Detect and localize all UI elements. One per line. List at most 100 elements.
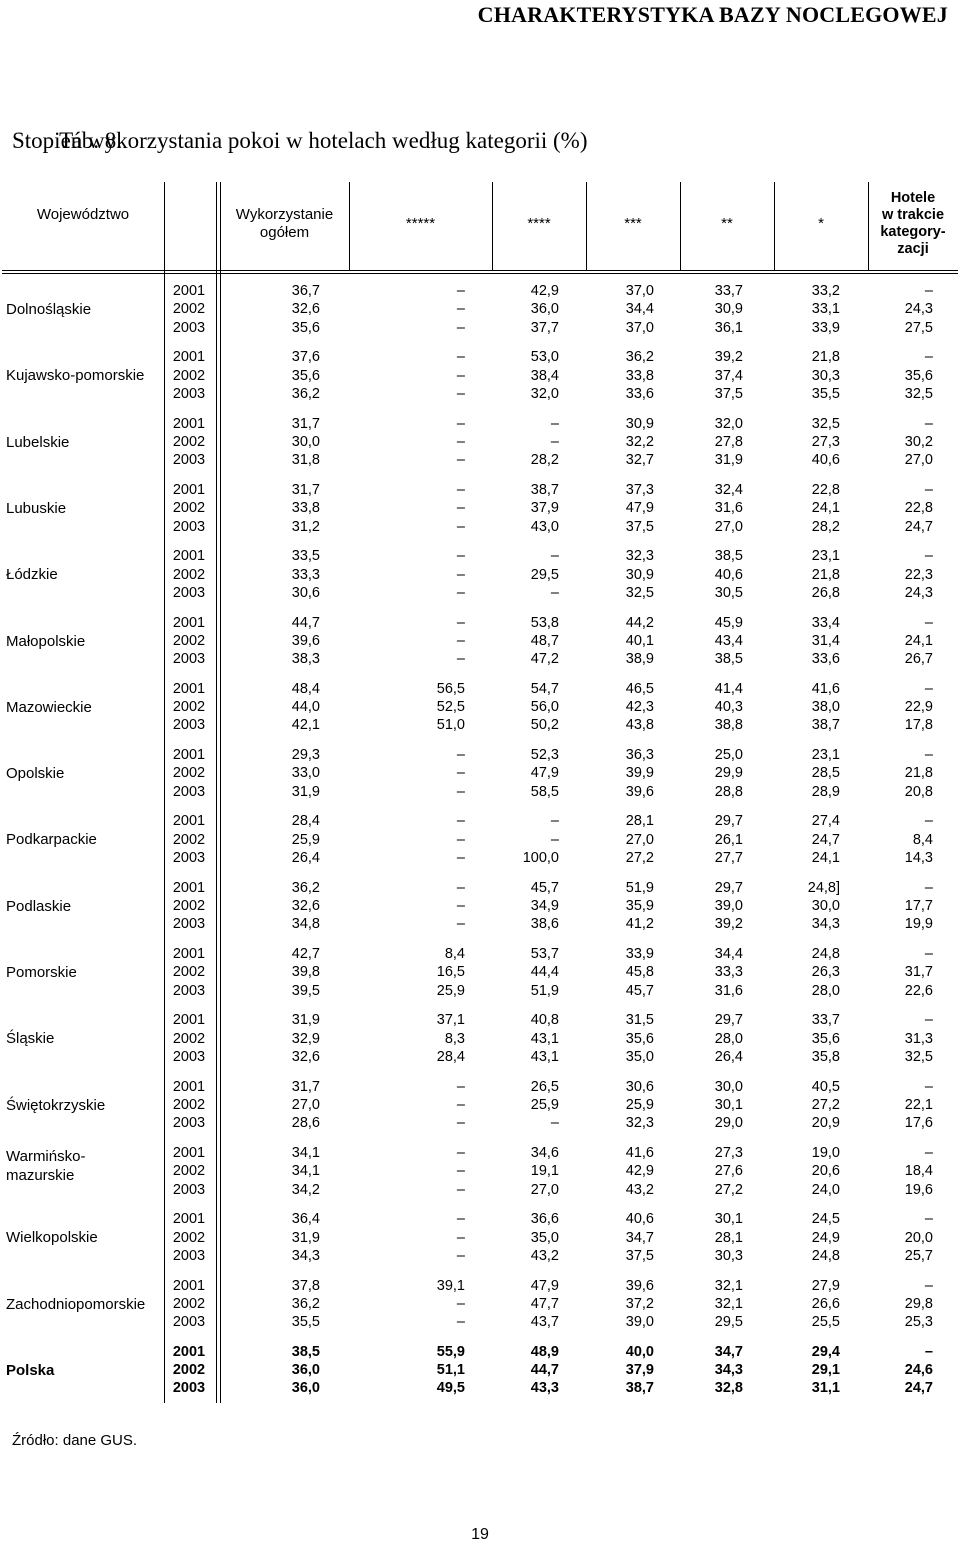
table-cell: 34,3 [714,1362,743,1379]
year-label: 2003 [172,1115,206,1132]
table-cell: 38,5 [291,1343,320,1360]
voivodeship-name: Dolnośląskie [6,300,91,319]
table-cell: 39,0 [714,898,743,914]
table-cell: 32,6 [291,898,320,914]
table-number: Tab. 8. [59,128,122,153]
table-cell: 22,8 [904,500,933,517]
year-label: 2003 [172,1181,206,1198]
table-cell: 31,9 [291,1229,320,1246]
table-cell: 28,4 [436,1048,465,1065]
table-cell: 43,2 [625,1181,654,1198]
table-cell: – [924,946,933,962]
table-cell: 29,7 [714,879,743,896]
table-cell: 34,6 [530,1144,559,1161]
table-cell: 22,8 [811,481,840,498]
table-cell: 27,2 [714,1181,743,1198]
table-cell: 31,6 [714,982,743,999]
table-cell: – [456,500,465,517]
voivodeship-name-line: Pomorskie [6,964,77,981]
table-cell: – [924,548,933,565]
voivodeship-name-line: Opolskie [6,765,65,783]
table-cell: 40,5 [811,1078,840,1095]
column-header-line: Wykorzystanie [235,206,334,223]
table-cell: 8,4 [444,946,465,962]
table-cell: 24,1 [811,850,840,866]
table-cell: 47,7 [530,1295,559,1312]
column-header-line: ogółem [259,224,310,241]
table-cell: 53,8 [530,614,559,631]
table-cell: 34,4 [625,301,654,318]
year-label: 2003 [172,1048,206,1065]
voivodeship-name-line: Małopolskie [6,632,86,650]
voivodeship-name: Łódzkie [6,565,58,584]
table-cell: 32,6 [291,301,320,318]
table-cell: 31,7 [904,964,933,981]
table-cell: 36,6 [530,1211,559,1228]
voivodeship-name-line: Lubelskie [6,433,70,451]
table-cell: 31,1 [811,1380,840,1397]
table-cell: – [456,1229,465,1246]
table-cell: – [456,433,465,450]
table-cell: 40,1 [625,632,654,649]
table-cell: 27,8 [714,433,743,450]
year-label: 2001 [172,283,206,299]
voivodeship-name-line: mazurskie [6,1166,75,1184]
table-cell: 30,1 [714,1211,743,1228]
table-cell: 32,6 [291,1048,320,1065]
table-cell: 30,0 [291,433,320,450]
year-label: 2002 [172,301,206,318]
table-cell: 48,4 [291,680,320,697]
table-cell: – [456,916,465,933]
table-cell: – [456,301,465,318]
voivodeship-name: Wielkopolskie [6,1228,98,1247]
table-cell: 32,0 [530,385,559,402]
table-cell: – [550,548,559,565]
table-cell: 55,9 [436,1343,465,1360]
voivodeship-name: Mazowieckie [6,698,92,717]
year-label: 2001 [172,349,206,366]
table-cell: 32,0 [714,415,743,432]
table-cell: 32,2 [625,433,654,450]
year-label: 2001 [172,1277,206,1294]
column-header-line: ***** [405,215,436,232]
table-cell: 43,2 [530,1247,559,1264]
table-cell: 33,5 [291,548,320,565]
table-cell: 33,1 [811,301,840,318]
year-label: 2002 [172,765,206,782]
voivodeship-name-line: Lubuskie [6,499,67,517]
table-cell: 37,9 [625,1362,654,1379]
table-cell: 47,9 [625,500,654,517]
table-cell: – [456,566,465,583]
table-cell: 37,9 [530,500,559,517]
table-cell: 39,9 [625,765,654,782]
table-cell: 36,2 [291,1295,320,1312]
table-cell: 29,1 [811,1362,840,1379]
column-header-line: * [818,215,824,232]
table-cell: – [456,349,465,366]
table-cell: 38,3 [291,651,320,668]
table-cell: 26,3 [811,964,840,981]
table-header-column-rule [492,182,494,270]
table-cell: 35,6 [625,1030,654,1047]
table-cell: 40,6 [625,1211,654,1228]
voivodeship-name: Podlaskie [6,897,71,916]
table-cell: – [924,283,933,299]
table-header-column-rule [349,182,351,270]
table-cell: – [550,1115,559,1132]
table-cell: 32,1 [714,1277,743,1294]
table-cell: – [456,452,465,469]
table-cell: – [456,548,465,565]
table-cell: 37,4 [714,367,743,384]
table-cell: – [456,415,465,432]
table-cell: 31,8 [291,452,320,469]
voivodeship-name-line: Śląskie [6,1030,55,1048]
year-label: 2003 [172,717,206,734]
table-cell: 47,9 [530,1277,559,1294]
year-label: 2002 [172,632,206,649]
table-cell: 29,0 [714,1115,743,1132]
table-cell: 35,5 [291,1314,320,1331]
table-cell: 24,3 [904,301,933,318]
table-cell: 32,4 [714,481,743,498]
year-label: 2002 [172,699,206,716]
column-header-s4: **** [492,215,586,233]
